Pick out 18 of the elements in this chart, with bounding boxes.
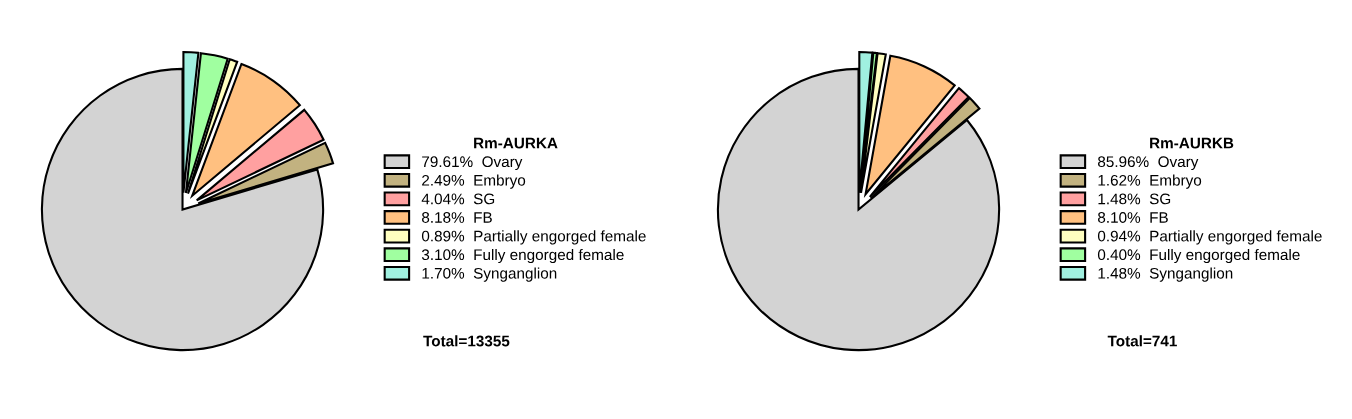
text: Total=13355 xyxy=(423,335,510,347)
legend-label: 8.18% FB xyxy=(422,212,492,223)
legend-label: 85.96% Ovary xyxy=(1098,156,1199,171)
legend-label: 0.40% Fully engorged female xyxy=(1097,248,1300,264)
legend-label: 0.94% Partially engorged female xyxy=(1097,230,1322,245)
legend-label: 4.04% SG xyxy=(421,193,495,205)
legend-label: 1.70% Synganglion xyxy=(422,267,557,282)
legend-label: 1.48% SG xyxy=(1098,193,1171,205)
text: Rm-AURKA xyxy=(474,137,558,149)
legend-label: 79.61% Ovary xyxy=(422,156,523,171)
legend-label: 3.10% Fully engorged female xyxy=(421,248,624,264)
text: Rm-AURKB xyxy=(1150,137,1234,149)
legend-label: 8.10% FB xyxy=(1098,212,1168,223)
legend-label: 2.49% Embryo xyxy=(422,174,526,189)
legend-label: 1.48% Synganglion xyxy=(1098,267,1233,282)
legend-label: 1.62% Embryo xyxy=(1098,174,1202,189)
legend-label: 0.89% Partially engorged female xyxy=(421,230,646,245)
text: Total=741 xyxy=(1107,335,1177,347)
